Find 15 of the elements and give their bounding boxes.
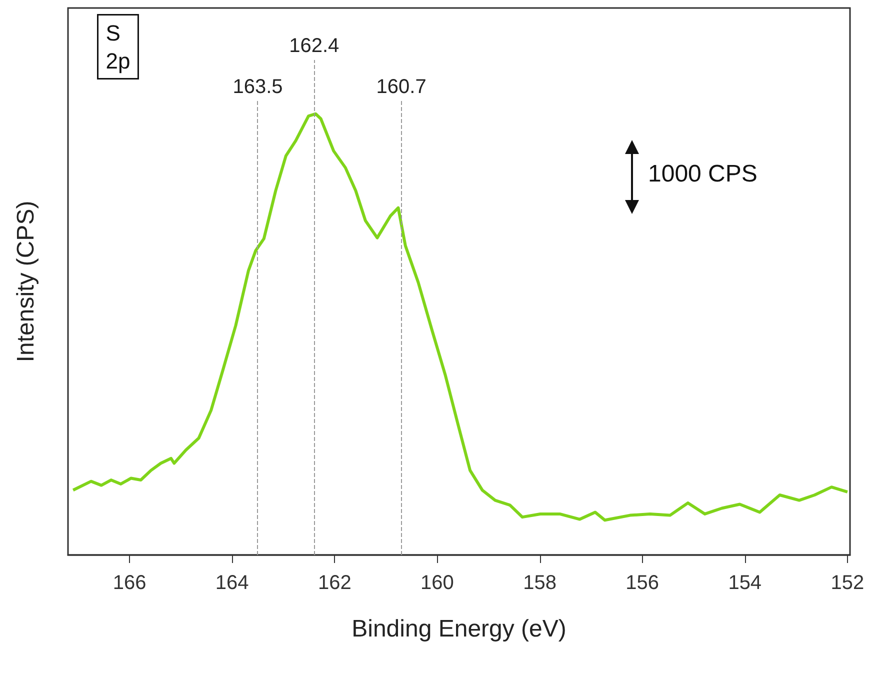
x-tick-label: 166 bbox=[112, 572, 146, 594]
x-tick-label: 154 bbox=[728, 572, 762, 594]
x-tick-label: 156 bbox=[626, 572, 660, 594]
y-axis-title: Intensity (CPS) bbox=[12, 200, 40, 362]
ref-line-label: 162.4 bbox=[289, 34, 340, 57]
ref-line-label: 160.7 bbox=[376, 76, 426, 98]
x-tick-label: 160 bbox=[420, 572, 454, 594]
x-tick-label: 162 bbox=[318, 572, 352, 594]
annotation: 1000 CPS bbox=[648, 160, 758, 188]
x-axis-title: Binding Energy (eV) bbox=[352, 616, 566, 642]
x-tick-label: 164 bbox=[215, 572, 249, 594]
text: S 2p bbox=[106, 20, 130, 74]
x-tick-label: 152 bbox=[830, 572, 864, 594]
ref-line-label: 163.5 bbox=[232, 76, 283, 98]
x-tick-label: 158 bbox=[523, 572, 556, 594]
